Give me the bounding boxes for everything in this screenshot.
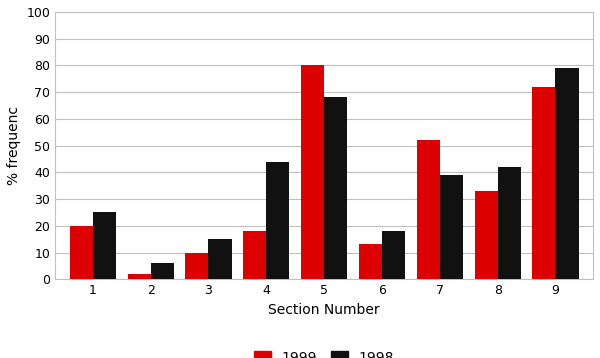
Bar (382, 231, 405, 279)
Bar (359, 245, 382, 279)
Bar (128, 274, 151, 279)
Bar (556, 68, 578, 279)
Bar (243, 231, 266, 279)
Bar (475, 191, 497, 279)
Bar (440, 175, 463, 279)
Bar (497, 167, 521, 279)
Bar (301, 66, 324, 279)
Bar (532, 87, 556, 279)
Bar (208, 239, 232, 279)
Bar (151, 263, 174, 279)
Bar (70, 226, 93, 279)
Legend: 1999, 1998: 1999, 1998 (248, 345, 400, 358)
Bar (416, 140, 440, 279)
Bar (93, 212, 116, 279)
Bar (324, 97, 347, 279)
X-axis label: Section Number: Section Number (268, 303, 380, 317)
Bar (185, 252, 208, 279)
Bar (266, 161, 289, 279)
Y-axis label: % frequenc: % frequenc (7, 106, 21, 185)
